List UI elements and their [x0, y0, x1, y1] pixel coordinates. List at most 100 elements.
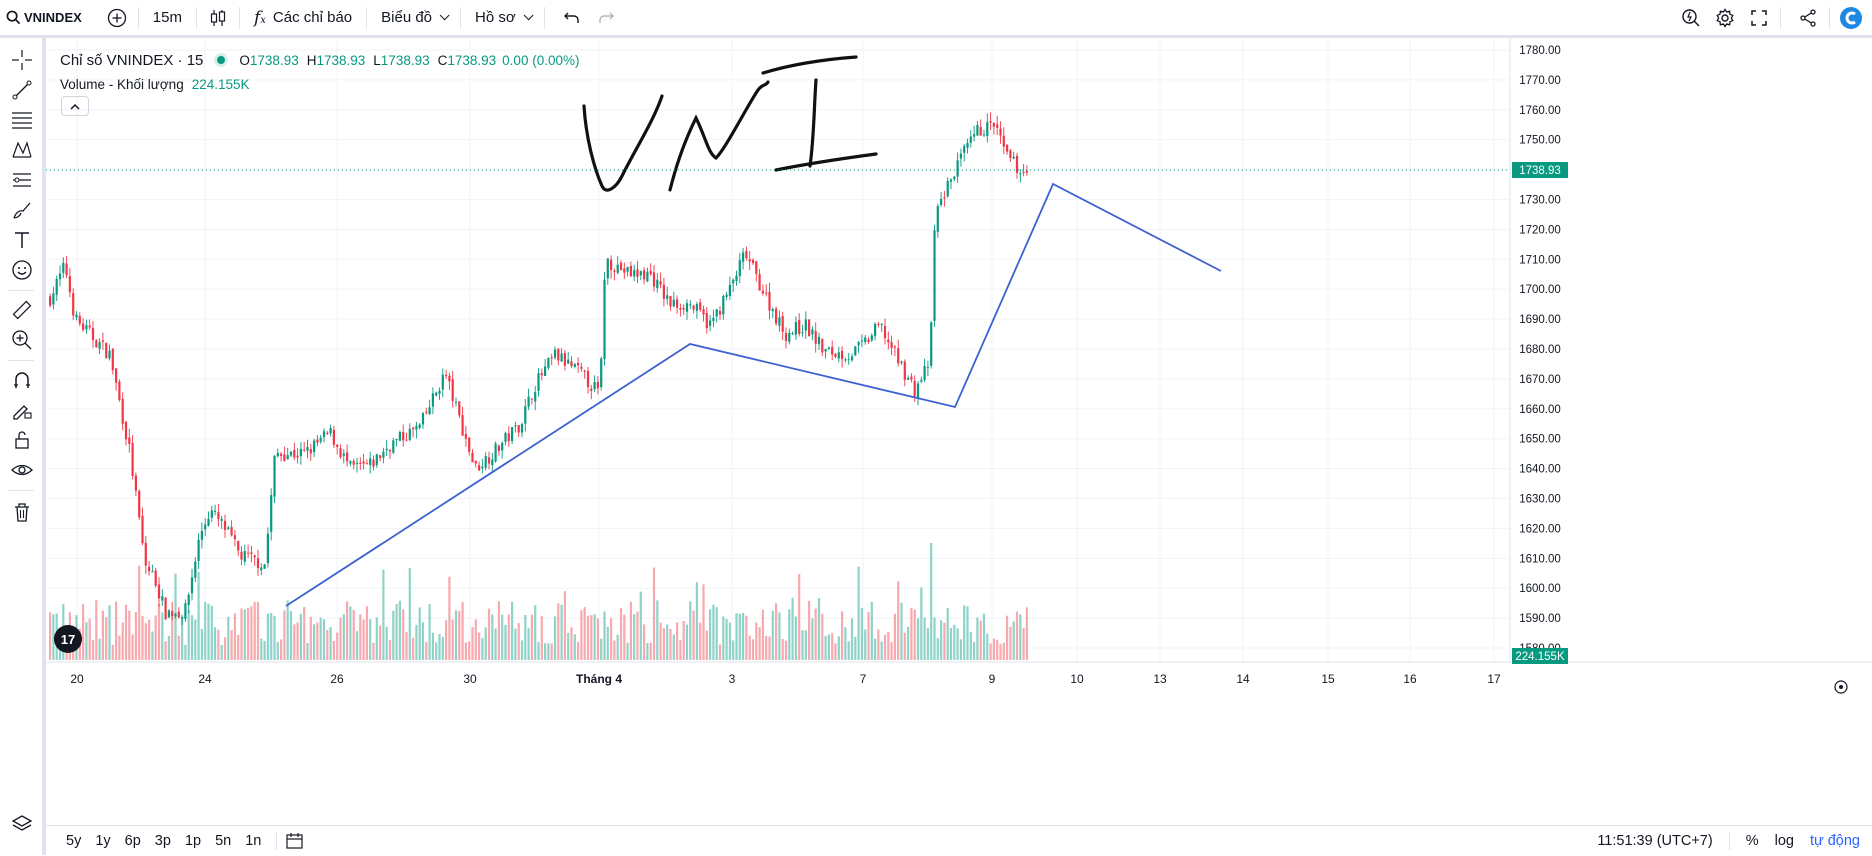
volume-bar: [603, 611, 606, 660]
stay-drawing-tool[interactable]: [7, 396, 37, 424]
price-axis[interactable]: 1780.001770.001760.001750.001740.001730.…: [46, 38, 1872, 663]
settings-button[interactable]: [1708, 3, 1742, 33]
candle-body: [801, 332, 804, 334]
handwritten-vni-drawing[interactable]: [582, 55, 878, 192]
symbol-search-button[interactable]: VNINDEX: [0, 3, 92, 33]
crosshair-tool[interactable]: [7, 46, 37, 74]
auto-scale-toggle[interactable]: tự động: [1809, 833, 1860, 849]
trend-line-tool[interactable]: [7, 76, 37, 104]
volume-bar: [418, 607, 421, 660]
volume-bar: [646, 642, 649, 660]
goto-date-button[interactable]: [285, 832, 305, 850]
chart-menu-button[interactable]: Biểu đồ: [371, 3, 456, 33]
candle-body: [200, 531, 203, 540]
chart-type-button[interactable]: [201, 3, 235, 33]
range-1y[interactable]: 1y: [95, 832, 111, 849]
fib-tool[interactable]: [7, 106, 37, 134]
redo-button[interactable]: [589, 3, 623, 33]
share-button[interactable]: [1791, 3, 1825, 33]
range-3m[interactable]: 3p: [154, 832, 171, 849]
volume-bar: [461, 602, 464, 660]
emoji-tool[interactable]: [7, 256, 37, 284]
chart-canvas[interactable]: 1780.001770.001760.001750.001740.001730.…: [46, 38, 1872, 825]
user-drawings[interactable]: [285, 55, 1222, 607]
candle-body: [689, 304, 692, 306]
last-volume-tag: [1512, 648, 1568, 664]
add-symbol-button[interactable]: [100, 3, 134, 33]
tv-logo-icon: 17: [54, 625, 82, 653]
range-1d[interactable]: 1n: [245, 832, 262, 849]
candle-body: [319, 437, 322, 442]
candle-body: [306, 446, 309, 451]
undo-button[interactable]: [555, 3, 589, 33]
quick-search-button[interactable]: [1674, 3, 1708, 33]
candle-body: [491, 459, 494, 466]
time-axis[interactable]: 20 24 26 30 Tháng 4 3 7 9 10 13 14 15 16 17: [70, 672, 1501, 686]
range-5y[interactable]: 5y: [66, 832, 82, 849]
object-tree-button[interactable]: [7, 810, 37, 838]
clock-label[interactable]: 11:51:39 (UTC+7): [1597, 833, 1713, 849]
collapse-legend-button[interactable]: [61, 96, 89, 116]
indicators-button[interactable]: fx Các chỉ báo: [244, 3, 362, 33]
app-logo-button[interactable]: [1834, 3, 1868, 33]
high-key: H: [306, 52, 317, 68]
prediction-tool[interactable]: [7, 166, 37, 194]
brush-tool[interactable]: [7, 196, 37, 224]
brush-icon: [13, 202, 31, 219]
candle-body: [421, 413, 425, 425]
log-toggle[interactable]: log: [1774, 833, 1794, 849]
candle-body: [263, 564, 266, 569]
price-tick-label: 1670.00: [1519, 374, 1561, 386]
percent-toggle[interactable]: %: [1745, 833, 1759, 849]
candle-body: [451, 379, 454, 402]
zoom-tool[interactable]: [7, 326, 37, 354]
volume-bar: [210, 605, 213, 660]
axis-settings-icon[interactable]: [1834, 680, 1848, 694]
symbol-label: VNINDEX: [24, 10, 82, 25]
volume-bar: [705, 630, 708, 660]
candle-body: [890, 342, 893, 349]
pattern-tool[interactable]: [7, 136, 37, 164]
volume-bar: [537, 641, 540, 660]
chart-pane[interactable]: 1780.001770.001760.001750.001740.001730.…: [46, 38, 1872, 825]
hide-drawings-tool[interactable]: [7, 456, 37, 484]
candle-body: [986, 122, 989, 137]
close-value: 1738.93: [447, 52, 497, 68]
profile-menu-button[interactable]: Hồ sơ: [465, 3, 540, 33]
trend-line-icon: [12, 80, 32, 100]
remove-drawings-tool[interactable]: [7, 498, 37, 526]
volume-bar: [415, 624, 418, 660]
candle-body: [626, 266, 629, 272]
time-tick-label: 17: [1487, 672, 1501, 686]
range-5d[interactable]: 5n: [215, 832, 232, 849]
volume-bar: [685, 624, 689, 660]
interval-button[interactable]: 15m: [152, 9, 182, 26]
candle-body: [293, 449, 296, 458]
trend-line-drawing[interactable]: [285, 182, 1222, 607]
volume-bar: [144, 623, 147, 660]
candle-body: [956, 160, 959, 177]
candle-body: [276, 452, 279, 457]
candle-body: [590, 388, 593, 391]
range-6m[interactable]: 6p: [124, 832, 141, 849]
volume-bar: [870, 602, 873, 660]
candle-body: [78, 315, 81, 324]
volume-legend-row[interactable]: Volume - Khối lượng 224.155K: [60, 72, 579, 96]
lock-drawings-tool[interactable]: [7, 426, 37, 454]
volume-bar: [692, 610, 695, 660]
pencil-lock-icon: [13, 405, 32, 420]
fullscreen-button[interactable]: [1742, 3, 1776, 33]
volume-bar: [346, 601, 349, 660]
volume-bar: [623, 614, 626, 660]
magnet-tool[interactable]: [7, 366, 37, 394]
candle-body: [520, 423, 524, 433]
measure-tool[interactable]: [7, 296, 37, 324]
series-title: Chỉ số VNINDEX · 15: [60, 51, 204, 69]
range-1m[interactable]: 1p: [184, 832, 202, 849]
candle-body: [537, 373, 540, 392]
candle-body: [943, 197, 946, 199]
text-tool[interactable]: [7, 226, 37, 254]
open-value: 1738.93: [249, 52, 299, 68]
volume-bar: [827, 634, 830, 660]
